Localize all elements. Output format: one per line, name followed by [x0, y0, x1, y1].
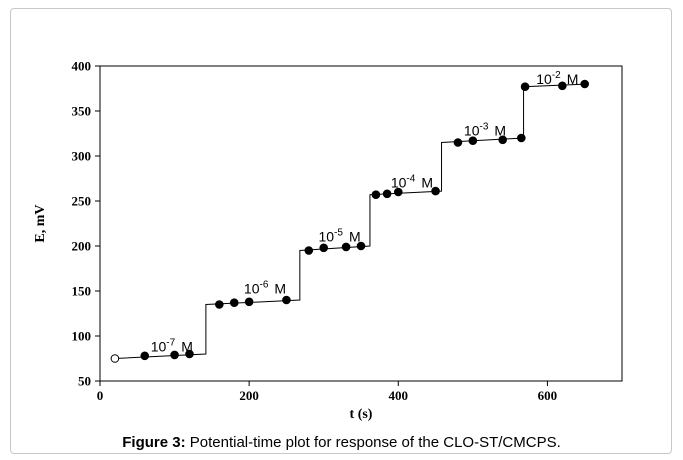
- concentration-label: 10-2 M: [536, 70, 578, 87]
- y-tick-label: 350: [72, 104, 92, 119]
- y-tick-label: 300: [72, 149, 92, 164]
- caption-label: Figure 3:: [122, 434, 186, 451]
- concentration-base: 10: [151, 338, 167, 354]
- data-point: [520, 82, 530, 91]
- data-point: [304, 246, 314, 255]
- concentration-unit: M: [494, 122, 506, 138]
- data-point: [431, 186, 440, 196]
- y-tick-label: 50: [78, 374, 91, 389]
- data-point: [371, 190, 381, 199]
- concentration-label: 10-5 M: [318, 228, 360, 245]
- concentration-exponent: -4: [406, 174, 415, 185]
- x-tick-label: 400: [389, 388, 409, 403]
- data-point: [558, 81, 567, 91]
- concentration-unit: M: [274, 281, 286, 297]
- y-tick-label: 400: [72, 59, 92, 74]
- data-point: [319, 243, 329, 253]
- data-point-open: [110, 354, 120, 363]
- data-point: [341, 242, 351, 252]
- data-point: [517, 133, 526, 143]
- data-point: [580, 79, 590, 89]
- data-point: [498, 135, 507, 145]
- plot-area-border: [99, 65, 623, 382]
- concentration-base: 10: [391, 175, 407, 191]
- concentration-label: 10-7 M: [151, 337, 193, 354]
- x-tick-label: 200: [239, 388, 259, 403]
- x-tick-label: 0: [97, 388, 104, 403]
- ticks: 0 200 400 600 50 100 150 200 250 300 350 400: [72, 59, 558, 404]
- concentration-exponent: -5: [334, 228, 343, 239]
- data-point: [170, 350, 179, 360]
- concentration-base: 10: [464, 122, 480, 138]
- data-point: [382, 189, 392, 199]
- y-tick-label: 200: [72, 239, 92, 254]
- concentration-exponent: -3: [479, 121, 488, 132]
- concentration-unit: M: [421, 175, 433, 191]
- concentration-exponent: -7: [166, 337, 175, 348]
- concentration-base: 10: [536, 71, 552, 87]
- concentration-exponent: -2: [552, 70, 561, 81]
- concentration-unit: M: [567, 71, 579, 87]
- data-point: [140, 351, 150, 361]
- concentration-base: 10: [244, 281, 260, 297]
- concentration-unit: M: [349, 229, 361, 245]
- data-point: [468, 136, 478, 145]
- y-axis-label: E, mV: [33, 204, 48, 242]
- series: [110, 79, 590, 363]
- data-point: [215, 300, 224, 309]
- data-point: [356, 241, 366, 251]
- x-tick-label: 600: [538, 388, 558, 403]
- data-point: [453, 138, 463, 147]
- y-tick-label: 150: [72, 284, 92, 299]
- y-tick-label: 250: [72, 194, 92, 209]
- figure-caption: Figure 3: Potential-time plot for respon…: [0, 434, 683, 451]
- concentration-base: 10: [318, 229, 334, 245]
- concentration-label: 10-6 M: [244, 280, 286, 297]
- concentration-exponent: -6: [260, 280, 269, 291]
- concentration-labels: 10-7 M10-6 M10-5 M10-4 M10-3 M10-2 M: [151, 70, 579, 354]
- x-axis-label: t (s): [350, 407, 373, 422]
- axes: [99, 65, 623, 382]
- data-point: [244, 297, 254, 307]
- concentration-unit: M: [181, 338, 193, 354]
- data-point: [282, 295, 291, 305]
- y-tick-label: 100: [72, 329, 92, 344]
- caption-text: Potential-time plot for response of the …: [185, 434, 561, 451]
- data-point: [229, 298, 239, 308]
- concentration-label: 10-3 M: [464, 121, 506, 138]
- data-point: [185, 349, 194, 359]
- concentration-label: 10-4 M: [391, 174, 433, 191]
- step-line: [114, 83, 589, 359]
- data-point: [393, 187, 403, 197]
